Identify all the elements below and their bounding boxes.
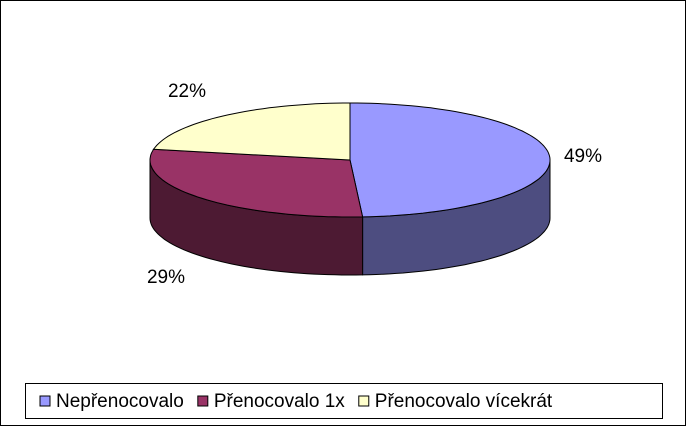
data-label: 22% xyxy=(168,81,206,102)
pie-slice xyxy=(149,148,364,218)
legend-swatch xyxy=(197,395,209,407)
legend-label: Přenocovalo 1x xyxy=(214,391,345,412)
pie-slice xyxy=(349,102,551,218)
pie-slice xyxy=(152,102,351,161)
legend-box xyxy=(25,383,663,419)
legend-label: Nepřenocovalo xyxy=(56,391,184,412)
data-label: 49% xyxy=(564,146,602,167)
legend-swatch xyxy=(39,395,51,407)
legend-label: Přenocovalo vícekrát xyxy=(375,391,553,412)
data-label: 29% xyxy=(147,267,185,288)
legend-swatch xyxy=(358,395,370,407)
